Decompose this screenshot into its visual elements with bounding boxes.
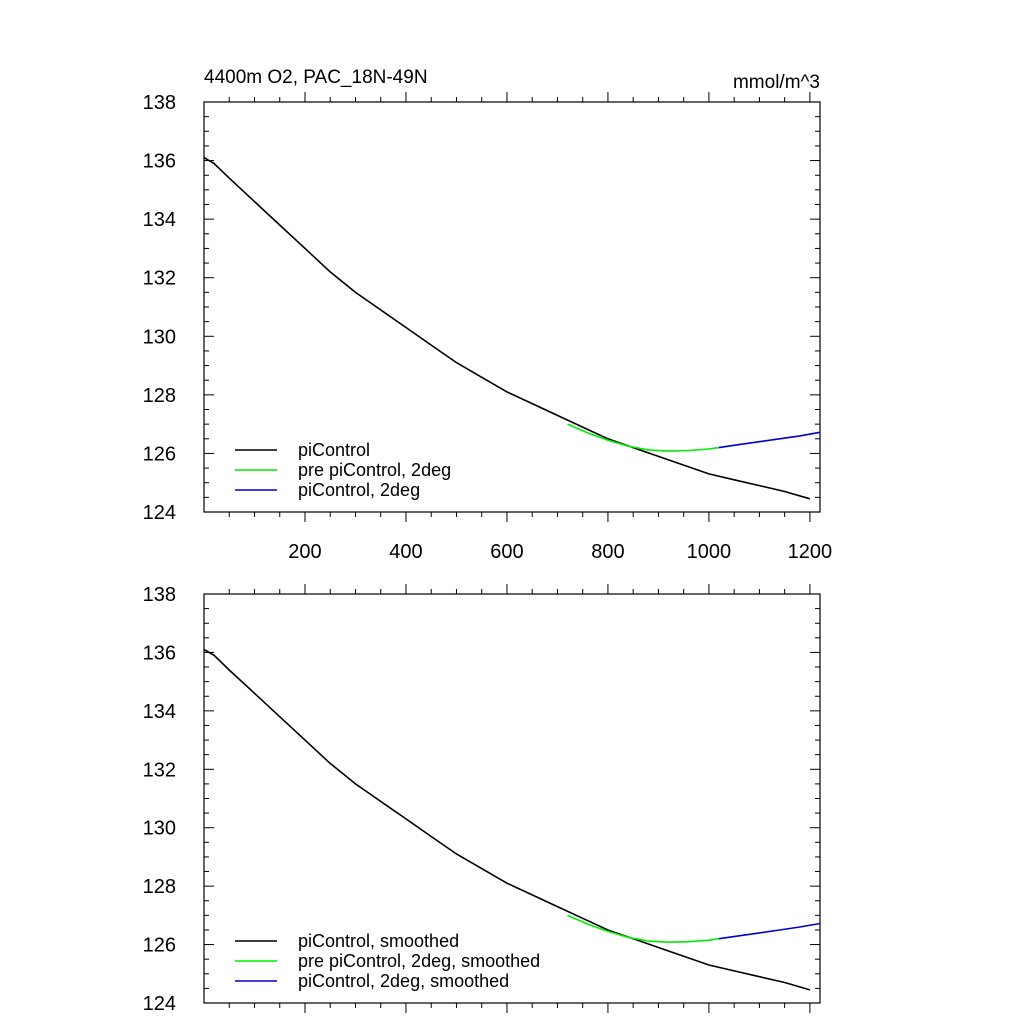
y-tick-label: 124 xyxy=(143,993,176,1015)
plot-frame xyxy=(203,593,821,1004)
y-tick-label: 130 xyxy=(143,326,176,348)
legend-label: pre piControl, 2deg, smoothed xyxy=(298,951,540,971)
series-line-1 xyxy=(203,156,811,500)
series-line-1 xyxy=(203,648,811,991)
x-tick-label: 1200 xyxy=(788,541,833,563)
legend-label: piControl, smoothed xyxy=(298,931,459,951)
y-tick-label: 132 xyxy=(143,268,176,290)
x-tick-label: 600 xyxy=(490,541,523,563)
chart-title: 4400m O2, PAC_18N-49N xyxy=(204,67,428,88)
x-tick-label: 200 xyxy=(288,541,321,563)
y-tick-label: 128 xyxy=(143,876,176,898)
x-tick-label: 1000 xyxy=(687,541,732,563)
legend-label: pre piControl, 2deg xyxy=(298,460,451,480)
y-tick-label: 130 xyxy=(143,818,176,840)
series-line-3 xyxy=(718,922,821,940)
y-tick-label: 128 xyxy=(143,385,176,407)
series-line-3 xyxy=(718,431,821,449)
y-tick-label: 126 xyxy=(143,935,176,957)
chart-units: mmol/m^3 xyxy=(733,72,820,93)
legend-label: piControl, 2deg xyxy=(298,480,420,500)
y-tick-label: 134 xyxy=(143,701,176,723)
y-tick-label: 138 xyxy=(143,584,176,606)
x-tick-label: 800 xyxy=(591,541,624,563)
x-tick-label: 400 xyxy=(389,541,422,563)
legend-label: piControl xyxy=(298,440,370,460)
series-line-2 xyxy=(567,423,720,452)
legend-label: piControl, 2deg, smoothed xyxy=(298,971,509,991)
y-tick-label: 136 xyxy=(143,642,176,664)
series-line-2 xyxy=(567,914,720,944)
y-tick-label: 138 xyxy=(143,92,176,114)
y-tick-label: 134 xyxy=(143,209,176,231)
y-tick-label: 132 xyxy=(143,759,176,781)
chart-panel-1: 124 126 128 130 132 134 136 138 200 400 600 800 1000… xyxy=(143,67,833,563)
chart-panel-2: 124 126 128 130 132 134 136 138 piControl, smoot… xyxy=(143,584,821,1015)
y-tick-label: 124 xyxy=(143,502,176,524)
y-tick-label: 136 xyxy=(143,151,176,173)
plot-frame xyxy=(203,101,821,513)
y-tick-label: 126 xyxy=(143,443,176,465)
